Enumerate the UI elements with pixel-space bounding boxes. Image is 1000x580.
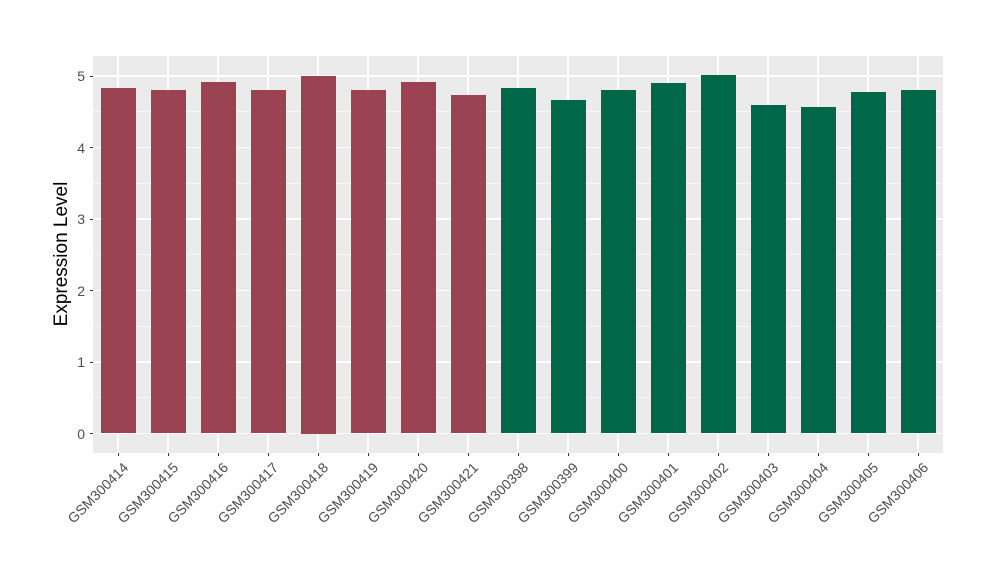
x-tick: [117, 453, 119, 456]
y-tick: [89, 433, 93, 434]
bar-GSM300414: [100, 88, 136, 434]
x-tick: [167, 453, 169, 456]
bar-GSM300418: [300, 76, 336, 434]
y-tick: [89, 147, 93, 148]
x-tick: [367, 453, 369, 456]
bar-GSM300401: [650, 83, 686, 434]
x-tick: [717, 453, 719, 456]
bar-GSM300404: [800, 107, 836, 434]
bar-GSM300405: [850, 92, 886, 434]
y-tick-label: 5: [77, 68, 85, 84]
x-tick: [667, 453, 669, 456]
plot-panel: [93, 56, 943, 453]
bar-GSM300416: [200, 82, 236, 434]
y-tick: [89, 290, 93, 291]
x-tick: [567, 453, 569, 456]
y-tick-label: 2: [77, 282, 85, 299]
bar-GSM300406: [900, 89, 936, 434]
x-tick: [817, 453, 819, 456]
x-tick: [867, 453, 869, 456]
bar-GSM300415: [150, 90, 186, 434]
x-tick: [267, 453, 269, 456]
x-tick: [617, 453, 619, 456]
x-tick: [917, 453, 919, 456]
y-tick-label: 3: [77, 211, 85, 227]
y-tick: [89, 75, 93, 77]
bar-GSM300419: [350, 89, 386, 434]
bar-GSM300398: [500, 88, 536, 434]
bar-GSM300421: [450, 95, 486, 434]
y-tick: [89, 361, 93, 363]
bar-GSM300403: [750, 105, 786, 434]
x-tick: [317, 453, 319, 456]
x-tick: [767, 453, 769, 456]
x-tick: [467, 453, 469, 456]
bar-GSM300417: [250, 89, 286, 434]
x-tick: [217, 453, 219, 456]
y-tick-label: 1: [77, 354, 85, 370]
y-axis-title: Expression Level: [51, 181, 72, 327]
bar-GSM300402: [700, 74, 736, 434]
y-tick-label: 4: [77, 139, 85, 156]
bar-GSM300420: [400, 81, 436, 434]
y-tick: [89, 218, 93, 220]
bar-GSM300400: [600, 90, 636, 434]
bar-GSM300399: [550, 99, 586, 434]
x-tick: [517, 453, 519, 456]
y-tick-label: 0: [77, 425, 85, 442]
x-tick: [417, 453, 419, 456]
